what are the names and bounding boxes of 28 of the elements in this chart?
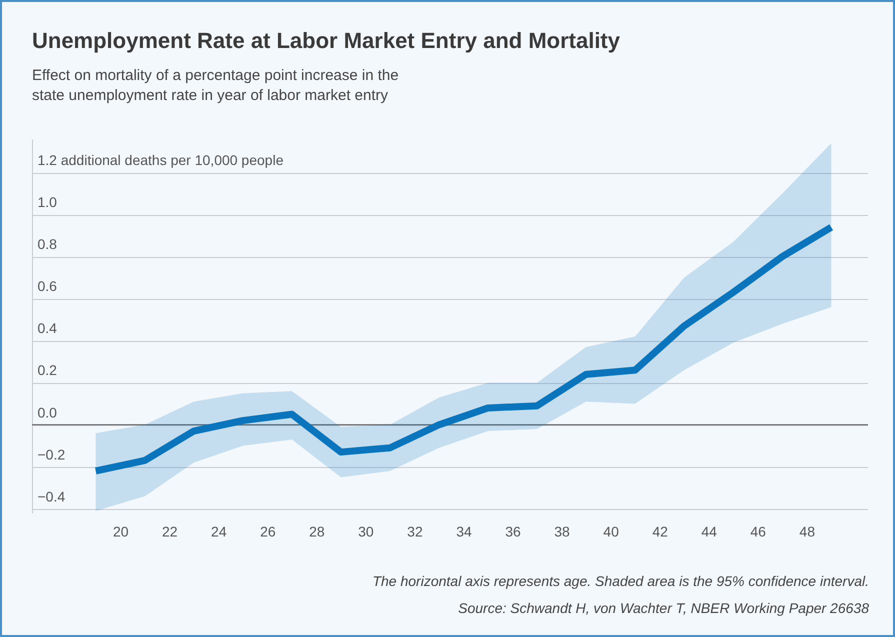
y-tick-label: −0.2 xyxy=(38,446,66,462)
x-tick-label: 46 xyxy=(750,524,766,540)
x-tick-label: 26 xyxy=(260,524,276,540)
x-tick-label: 36 xyxy=(505,524,522,540)
x-tick-label: 42 xyxy=(652,524,668,540)
x-tick-label: 38 xyxy=(554,524,570,540)
y-tick-label: 0.2 xyxy=(38,362,58,378)
x-tick-label: 48 xyxy=(799,524,816,540)
y-tick-label: 0.4 xyxy=(38,320,58,336)
x-tick-label: 22 xyxy=(162,524,178,540)
x-tick-label: 20 xyxy=(112,524,129,540)
text: The horizontal axis represents age. Shaded area is the 95% confidence interval. xyxy=(372,572,869,591)
chart-title: Unemployment Rate at Labor Market Entry and Mortality xyxy=(32,28,620,54)
chart-subtitle: Effect on mortality of a percentage point increase in the state unemployment rate in year of labor market entry xyxy=(32,66,400,106)
y-tick-label: 1.2 additional deaths per 10,000 people xyxy=(38,152,284,168)
y-tick-label: 0.0 xyxy=(38,404,58,420)
y-tick-label: −0.4 xyxy=(38,488,66,504)
y-tick-label: 0.6 xyxy=(38,278,58,294)
x-tick-label: 24 xyxy=(211,524,227,540)
source-note: Source: Schwandt H, von Wachter T, NBER Working Paper 26638 xyxy=(457,599,869,618)
x-tick-label: 34 xyxy=(456,524,472,540)
x-tick-label: 28 xyxy=(309,524,325,540)
x-tick-label: 40 xyxy=(603,524,620,540)
x-tick-label: 30 xyxy=(358,524,374,540)
x-tick-label: 44 xyxy=(701,524,718,540)
y-tick-label: 0.8 xyxy=(38,236,58,252)
x-tick-label: 32 xyxy=(407,524,423,540)
y-tick-label: 1.0 xyxy=(38,194,58,210)
